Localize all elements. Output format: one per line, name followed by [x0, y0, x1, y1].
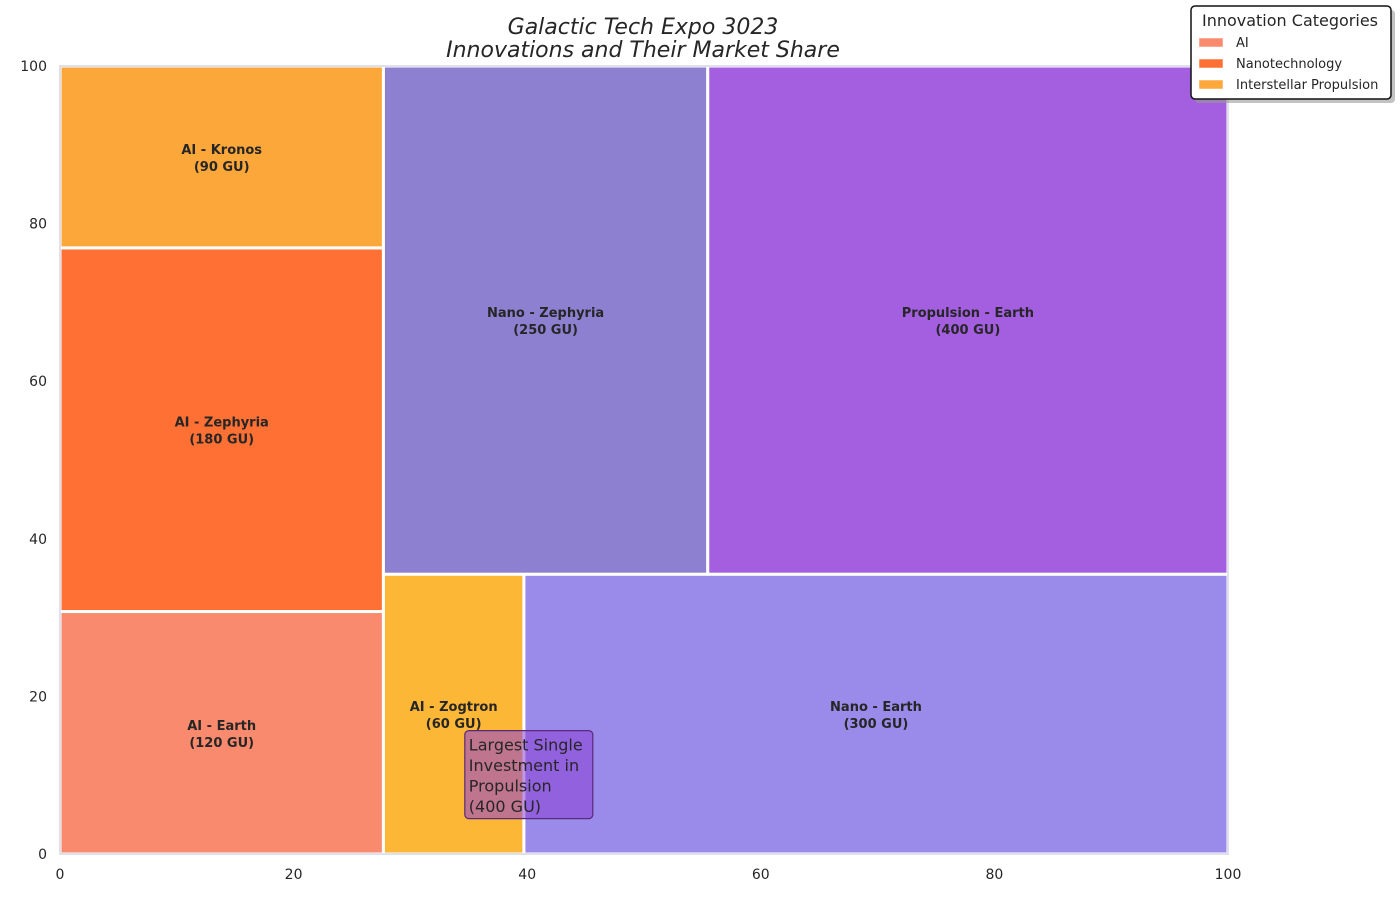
x-tick-label: 40 — [518, 867, 536, 883]
treemap-label-name: AI - Zephyria — [175, 416, 269, 431]
treemap-label-name: AI - Earth — [187, 719, 256, 734]
treemap-label-name: AI - Zogtron — [410, 700, 498, 715]
annotation-text-line: Investment in — [469, 756, 579, 775]
legend-title: Innovation Categories — [1202, 11, 1378, 30]
legend-entry-label: Interstellar Propulsion — [1236, 78, 1378, 93]
y-tick-label: 100 — [20, 59, 47, 75]
treemap-cell: AI - Zephyria (180 GU) — [58, 246, 385, 614]
plot-frame — [59, 65, 1229, 855]
treemap-cell: Propulsion - Earth (400 GU) — [706, 64, 1230, 576]
treemap-rect — [706, 64, 1230, 576]
annotation-text-line: Propulsion — [469, 777, 552, 796]
treemap-label-value: (60 GU) — [426, 717, 482, 732]
x-tick-label: 20 — [285, 867, 303, 883]
treemap-label-value: (400 GU) — [935, 323, 1000, 338]
treemap-label-value: (120 GU) — [189, 736, 254, 751]
x-tick-label: 100 — [1215, 867, 1242, 883]
treemap-label-name: Nano - Earth — [830, 700, 922, 715]
treemap-cell: AI - Kronos (90 GU) — [58, 64, 385, 250]
treemap-label-name: Propulsion - Earth — [902, 306, 1034, 321]
chart-title: Galactic Tech Expo 3023 Innovations and … — [446, 15, 840, 63]
annotation-text-line: (400 GU) — [469, 797, 541, 816]
y-tick-label: 0 — [38, 847, 47, 863]
legend-box — [1190, 5, 1392, 100]
legend: Innovation Categories AI Nanotechnology Int… — [1190, 5, 1395, 103]
treemap-label-name: Nano - Zephyria — [487, 306, 604, 321]
treemap-rectangles: AI - Earth(120 GU)AI - Zephyria(180 GU)A… — [58, 64, 1230, 856]
legend-swatch — [1198, 37, 1224, 48]
treemap-cell: AI - Earth (120 GU) — [58, 610, 385, 856]
treemap-label-value: (180 GU) — [189, 433, 254, 448]
legend-entry-label: AI — [1236, 36, 1249, 51]
treemap-label-name: AI - Kronos — [181, 143, 262, 158]
chart-title-line-1: Galactic Tech Expo 3023 — [508, 15, 779, 40]
treemap-rect — [58, 610, 385, 856]
treemap-cell: Nano - Zephyria (250 GU) — [381, 64, 710, 576]
x-tick-label: 80 — [985, 867, 1003, 883]
treemap-label-value: (250 GU) — [513, 323, 578, 338]
y-tick-label: 40 — [29, 532, 47, 548]
legend-swatch — [1198, 58, 1224, 69]
y-tick-label: 60 — [29, 374, 47, 390]
treemap-label-value: (90 GU) — [194, 160, 250, 175]
legend-entry-label: Nanotechnology — [1236, 57, 1342, 72]
annotation-text-line: Largest Single — [469, 736, 583, 755]
x-tick-label: 0 — [56, 867, 65, 883]
y-axis-ticks: 0 20 40 60 80 100 — [20, 59, 47, 863]
annotation-box — [464, 729, 594, 820]
x-tick-label: 60 — [752, 867, 770, 883]
y-tick-label: 80 — [29, 217, 47, 233]
treemap-rect — [58, 246, 385, 614]
chart-title-line-2: Innovations and Their Market Share — [446, 38, 840, 63]
treemap-cell: Nano - Earth (300 GU) — [522, 572, 1230, 856]
treemap-label-value: (300 GU) — [844, 717, 909, 732]
x-axis-ticks: 0 20 40 60 80 100 — [56, 867, 1242, 883]
y-tick-label: 20 — [29, 689, 47, 705]
legend-swatch — [1198, 79, 1224, 90]
